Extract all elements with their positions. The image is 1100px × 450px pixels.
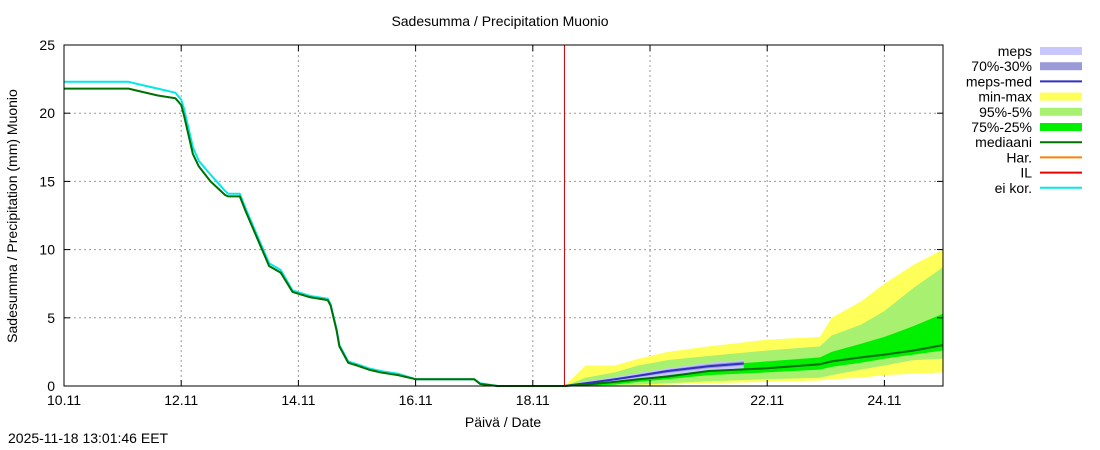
legend-label: 95%-5% xyxy=(979,104,1032,120)
legend-swatch xyxy=(1040,62,1082,71)
y-tick-label: 25 xyxy=(39,37,55,53)
legend-swatch xyxy=(1040,123,1082,131)
grid xyxy=(64,45,943,386)
legend-label: mediaani xyxy=(975,134,1032,150)
y-axis-label: Sadesumma / Precipitation (mm) Muonio xyxy=(4,89,20,343)
x-tick-label: 16.11 xyxy=(399,392,433,408)
legend-label: 70%-30% xyxy=(971,58,1032,74)
legend-label: meps-med xyxy=(966,73,1032,89)
legend-swatch xyxy=(1040,107,1082,116)
legend-label: meps xyxy=(998,43,1032,59)
chart-title: Sadesumma / Precipitation Muonio xyxy=(391,13,608,29)
x-tick-label: 22.11 xyxy=(750,392,784,408)
y-tick-label: 5 xyxy=(47,310,55,326)
line-mediaani-obs- xyxy=(64,87,565,387)
y-tick-label: 15 xyxy=(39,173,55,189)
line-mediaani xyxy=(564,344,944,387)
legend-label: min-max xyxy=(978,89,1032,105)
band-75-25- xyxy=(564,313,943,386)
legend-label: ei kor. xyxy=(995,180,1032,196)
line-ei-kor- xyxy=(64,80,565,387)
y-tick-label: 0 xyxy=(47,378,55,394)
x-tick-label: 24.11 xyxy=(867,392,901,408)
legend-label: Har. xyxy=(1006,149,1032,165)
legend-label: 75%-25% xyxy=(971,119,1032,135)
forecast-bands xyxy=(564,249,943,386)
line-meps-med xyxy=(564,362,744,387)
timestamp: 2025-11-18 13:01:46 EET xyxy=(8,430,169,446)
x-tick-label: 12.11 xyxy=(164,392,198,408)
legend-swatch xyxy=(1040,92,1082,101)
x-tick-label: 18.11 xyxy=(516,392,550,408)
plot-frame xyxy=(63,44,944,387)
legend: meps70%-30%meps-medmin-max95%-5%75%-25%m… xyxy=(966,43,1082,196)
x-tick-label: 20.11 xyxy=(633,392,667,408)
axis-ticks: 0 5 10 15 20 25 10.11 12.11 14.11 16.11 18.11 20.11… xyxy=(39,37,943,408)
legend-label: IL xyxy=(1020,165,1032,181)
legend-swatch xyxy=(1040,47,1082,55)
x-tick-label: 10.11 xyxy=(47,392,81,408)
series-lines xyxy=(64,45,944,387)
x-axis-label: Päivä / Date xyxy=(465,414,541,430)
y-tick-label: 10 xyxy=(39,242,55,258)
x-tick-label: 14.11 xyxy=(281,392,315,408)
y-tick-label: 20 xyxy=(39,105,55,121)
